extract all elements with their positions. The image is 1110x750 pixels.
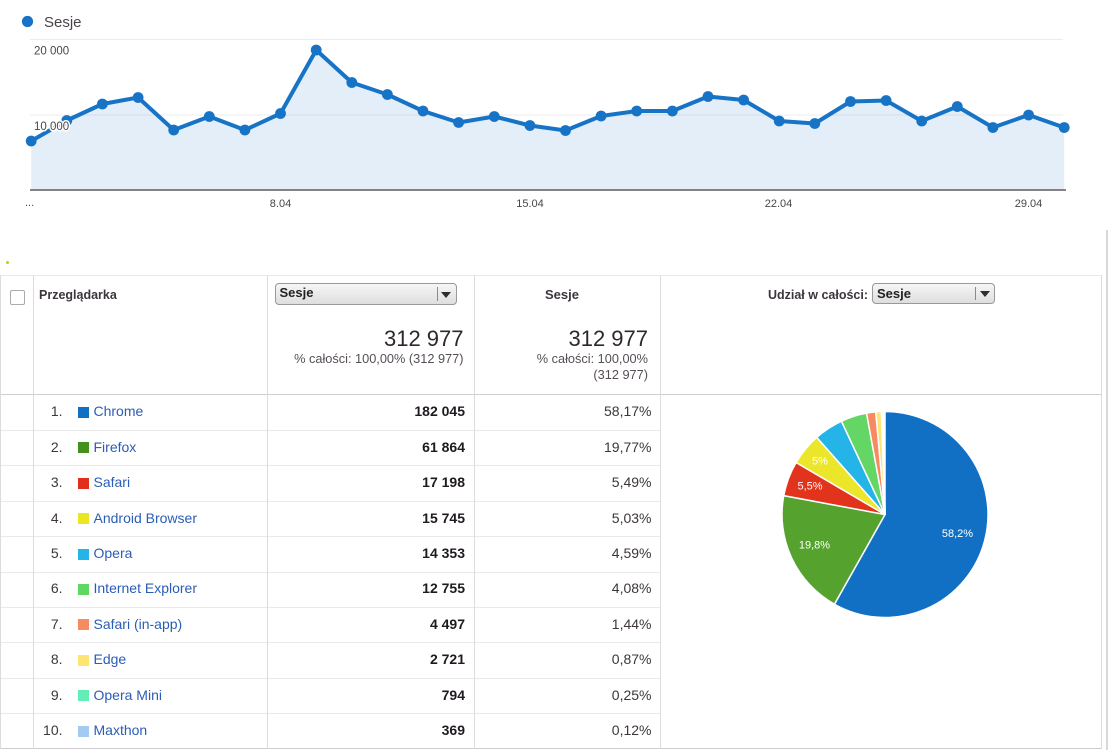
svg-text:5,5%: 5,5%	[797, 480, 822, 492]
svg-text:58,2%: 58,2%	[942, 528, 973, 540]
svg-text:19,8%: 19,8%	[799, 540, 830, 552]
svg-text:...: ...	[25, 197, 34, 209]
svg-text:8.04: 8.04	[270, 198, 291, 210]
svg-text:20 000: 20 000	[34, 46, 69, 58]
svg-text:22.04: 22.04	[765, 198, 793, 210]
svg-text:10 000: 10 000	[34, 121, 69, 133]
svg-text:Sesje: Sesje	[44, 14, 82, 31]
svg-text:29.04: 29.04	[1015, 198, 1043, 210]
svg-text:5%: 5%	[812, 456, 828, 468]
svg-text:15.04: 15.04	[516, 198, 544, 210]
